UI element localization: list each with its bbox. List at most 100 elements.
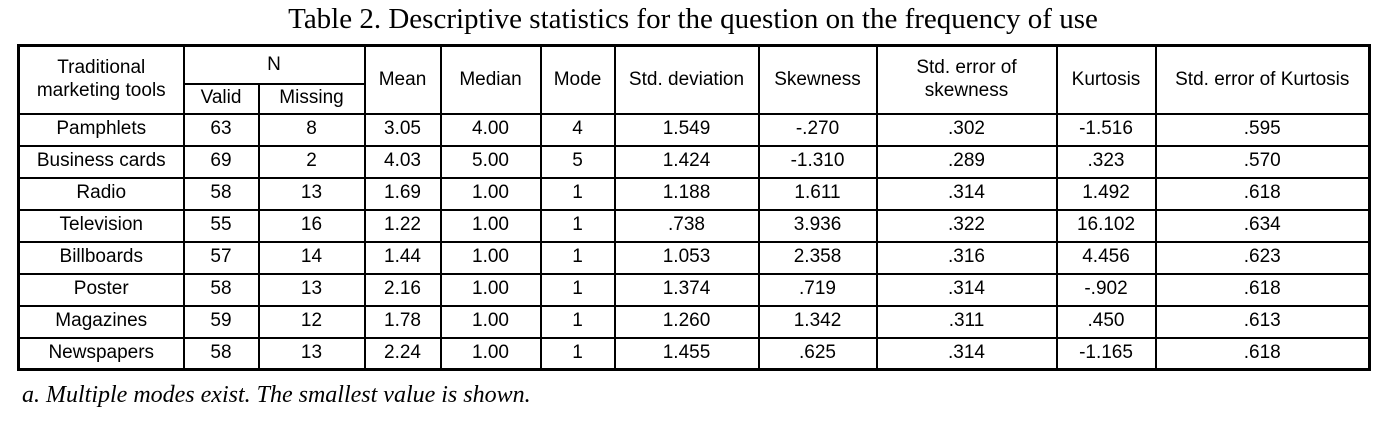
cell-skewness: .625 (757, 336, 878, 371)
cell-median: 1.00 (439, 336, 542, 371)
cell-se-kurtosis: .623 (1154, 240, 1371, 275)
cell-se-skewness: .314 (875, 176, 1058, 211)
cell-mean: 1.22 (363, 208, 442, 243)
cell-kurtosis: 16.102 (1055, 208, 1157, 243)
header-mean: Mean (363, 44, 442, 115)
table-row: Radio 58 13 1.69 1.00 1 1.188 1.611 .314… (17, 176, 1371, 211)
cell-mode: 5 (539, 144, 616, 179)
cell-se-skewness: .322 (875, 208, 1058, 243)
cell-kurtosis: -1.165 (1055, 336, 1157, 371)
cell-mean: 2.24 (363, 336, 442, 371)
table-row: Newspapers 58 13 2.24 1.00 1 1.455 .625 … (17, 336, 1371, 371)
cell-mean: 1.69 (363, 176, 442, 211)
cell-std-deviation: .738 (613, 208, 760, 243)
cell-se-kurtosis: .618 (1154, 176, 1371, 211)
cell-skewness: -1.310 (757, 144, 878, 179)
cell-missing: 2 (257, 144, 366, 179)
cell-valid: 58 (182, 176, 260, 211)
cell-skewness: 2.358 (757, 240, 878, 275)
cell-median: 4.00 (439, 112, 542, 147)
cell-tool: Newspapers (17, 336, 185, 371)
cell-se-skewness: .311 (875, 304, 1058, 339)
cell-se-kurtosis: .613 (1154, 304, 1371, 339)
cell-valid: 58 (182, 272, 260, 307)
cell-kurtosis: 1.492 (1055, 176, 1157, 211)
cell-missing: 13 (257, 272, 366, 307)
cell-tool: Poster (17, 272, 185, 307)
header-mode: Mode (539, 44, 616, 115)
cell-se-kurtosis: .618 (1154, 272, 1371, 307)
cell-median: 1.00 (439, 304, 542, 339)
cell-mode: 1 (539, 304, 616, 339)
cell-missing: 14 (257, 240, 366, 275)
cell-missing: 13 (257, 176, 366, 211)
cell-mean: 1.44 (363, 240, 442, 275)
cell-mode: 1 (539, 208, 616, 243)
cell-kurtosis: .450 (1055, 304, 1157, 339)
header-std-deviation: Std. deviation (613, 44, 760, 115)
cell-mean: 3.05 (363, 112, 442, 147)
cell-std-deviation: 1.455 (613, 336, 760, 371)
cell-valid: 59 (182, 304, 260, 339)
cell-kurtosis: -.902 (1055, 272, 1157, 307)
cell-mode: 4 (539, 112, 616, 147)
cell-mode: 1 (539, 240, 616, 275)
cell-missing: 16 (257, 208, 366, 243)
header-traditional-marketing-tools: Traditional marketing tools (17, 44, 185, 115)
cell-tool: Business cards (17, 144, 185, 179)
header-kurtosis: Kurtosis (1055, 44, 1157, 115)
cell-median: 1.00 (439, 240, 542, 275)
cell-mode: 1 (539, 336, 616, 371)
table-row: Poster 58 13 2.16 1.00 1 1.374 .719 .314… (17, 272, 1371, 307)
cell-mean: 2.16 (363, 272, 442, 307)
cell-std-deviation: 1.260 (613, 304, 760, 339)
cell-tool: Magazines (17, 304, 185, 339)
table-row: Billboards 57 14 1.44 1.00 1 1.053 2.358… (17, 240, 1371, 275)
cell-missing: 13 (257, 336, 366, 371)
header-n: N (182, 44, 366, 85)
cell-missing: 8 (257, 112, 366, 147)
cell-tool: Television (17, 208, 185, 243)
descriptive-statistics-table: Traditional marketing tools N Mean Media… (17, 44, 1371, 371)
cell-mean: 4.03 (363, 144, 442, 179)
cell-mode: 1 (539, 176, 616, 211)
cell-valid: 55 (182, 208, 260, 243)
cell-kurtosis: 4.456 (1055, 240, 1157, 275)
cell-se-skewness: .314 (875, 272, 1058, 307)
cell-median: 1.00 (439, 176, 542, 211)
cell-tool: Billboards (17, 240, 185, 275)
header-median: Median (439, 44, 542, 115)
cell-tool: Radio (17, 176, 185, 211)
cell-std-deviation: 1.424 (613, 144, 760, 179)
cell-median: 1.00 (439, 272, 542, 307)
cell-se-kurtosis: .634 (1154, 208, 1371, 243)
cell-skewness: .719 (757, 272, 878, 307)
cell-valid: 63 (182, 112, 260, 147)
cell-std-deviation: 1.549 (613, 112, 760, 147)
cell-median: 1.00 (439, 208, 542, 243)
table-row: Pamphlets 63 8 3.05 4.00 4 1.549 -.270 .… (17, 112, 1371, 147)
table-caption: Table 2. Descriptive statistics for the … (288, 3, 1098, 35)
cell-se-skewness: .316 (875, 240, 1058, 275)
header-skewness: Skewness (757, 44, 878, 115)
table-footnote: a. Multiple modes exist. The smallest va… (22, 382, 531, 408)
cell-se-skewness: .289 (875, 144, 1058, 179)
table-row: Magazines 59 12 1.78 1.00 1 1.260 1.342 … (17, 304, 1371, 339)
cell-mode: 1 (539, 272, 616, 307)
cell-skewness: -.270 (757, 112, 878, 147)
cell-se-kurtosis: .570 (1154, 144, 1371, 179)
cell-kurtosis: .323 (1055, 144, 1157, 179)
cell-mean: 1.78 (363, 304, 442, 339)
header-n-missing: Missing (257, 82, 366, 115)
table-row: Television 55 16 1.22 1.00 1 .738 3.936 … (17, 208, 1371, 243)
cell-skewness: 1.342 (757, 304, 878, 339)
cell-valid: 57 (182, 240, 260, 275)
cell-skewness: 3.936 (757, 208, 878, 243)
cell-se-skewness: .314 (875, 336, 1058, 371)
cell-se-kurtosis: .618 (1154, 336, 1371, 371)
table-row: Business cards 69 2 4.03 5.00 5 1.424 -1… (17, 144, 1371, 179)
header-std-error-of-skewness: Std. error of skewness (875, 44, 1058, 115)
cell-std-deviation: 1.374 (613, 272, 760, 307)
header-std-error-of-kurtosis: Std. error of Kurtosis (1154, 44, 1371, 115)
header-n-valid: Valid (182, 82, 260, 115)
